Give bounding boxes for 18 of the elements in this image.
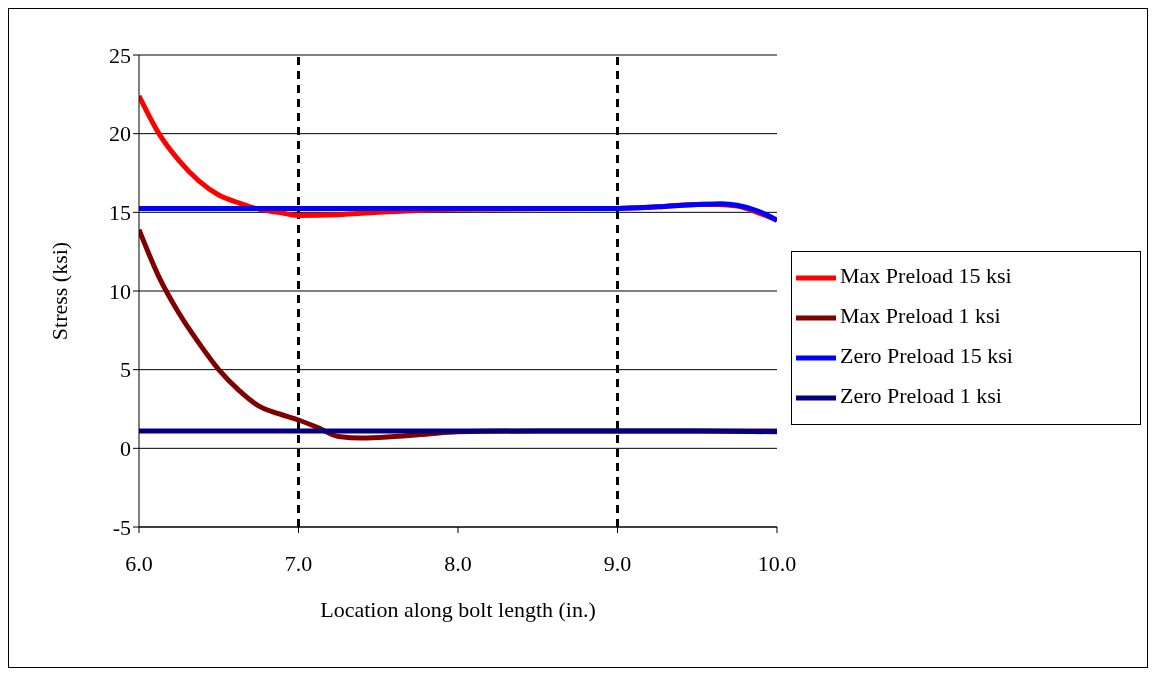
legend-label: Zero Preload 1 ksi [840,383,1002,409]
x-tick-label: 8.0 [444,550,472,576]
x-tick-label: 10.0 [757,550,797,576]
legend-label: Max Preload 15 ksi [840,263,1012,289]
y-tick-label: 15 [109,200,131,226]
y-tick-label: -5 [112,514,131,540]
y-tick-label: 10 [109,278,131,304]
legend-label: Max Preload 1 ksi [840,303,1001,329]
x-axis-title: Location along bolt length (in.) [320,597,596,622]
y-axis-title: Stress (ksi) [46,241,72,341]
x-tick-label: 9.0 [603,550,632,576]
y-tick-label: 25 [109,42,131,68]
x-tick-label: 7.0 [284,550,313,576]
legend-label: Zero Preload 15 ksi [840,343,1013,369]
x-tick-label: 6.0 [125,550,153,576]
y-tick-label: 20 [109,121,131,147]
y-tick-label: 5 [120,357,131,383]
y-tick-label: 0 [120,436,131,462]
